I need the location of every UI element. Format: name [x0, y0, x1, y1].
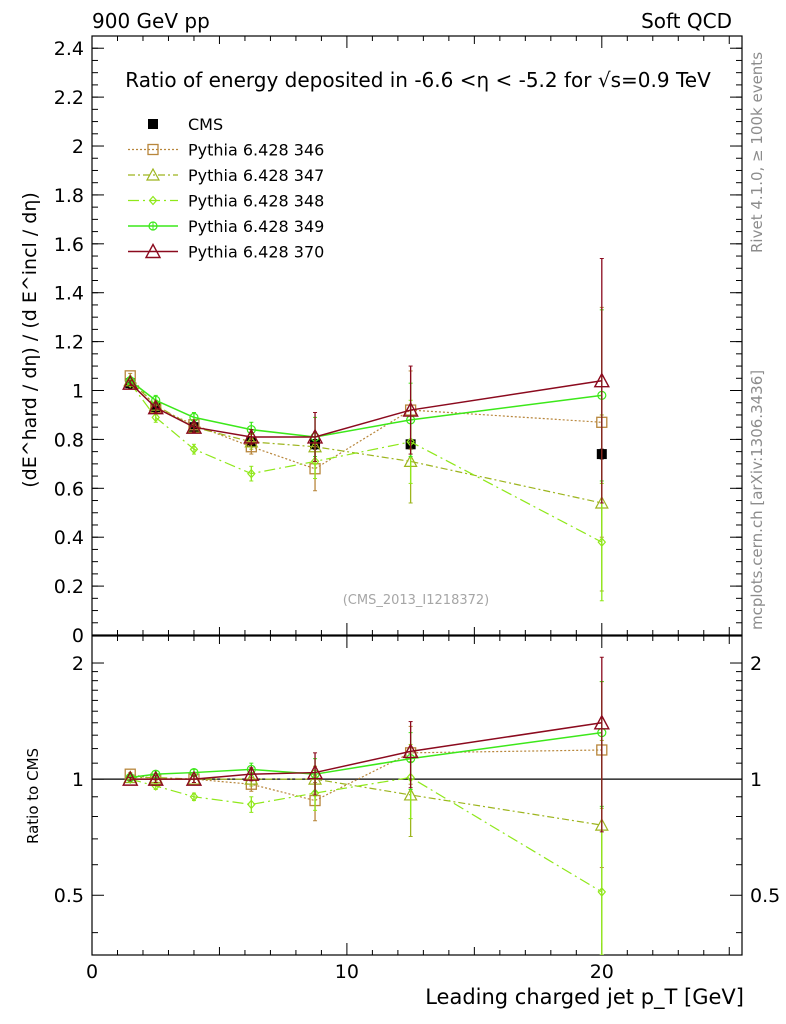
y-tick-label: 2.4 [54, 38, 84, 60]
y-tick-label: 2 [72, 136, 84, 158]
legend-label: Pythia 6.428 346 [188, 141, 324, 160]
data-point [593, 714, 610, 730]
y-tick-label: 0.5 [54, 885, 84, 907]
series-layer [122, 257, 610, 602]
series-p370 [122, 257, 610, 504]
legend: CMS Pythia 6.428 346 Pythia 6.428 347 Pythi… [128, 115, 324, 262]
y-tick-label-right: 0.5 [750, 885, 780, 907]
data-point [310, 456, 320, 467]
rivet-label: Rivet 4.1.0, ≥ 100k events [748, 52, 766, 253]
y-tick-label: 0.6 [54, 478, 84, 500]
series-p347 [123, 373, 609, 592]
legend-label: Pythia 6.428 370 [188, 243, 324, 262]
legend-item-p370: Pythia 6.428 370 [128, 243, 324, 262]
series-layer [122, 656, 610, 955]
x-tick-label: 10 [335, 961, 359, 983]
legend-label: Pythia 6.428 347 [188, 166, 324, 185]
series-p349 [125, 309, 607, 482]
y-tick-label: 1 [72, 769, 84, 791]
y-tick-label: 0 [72, 625, 84, 647]
legend-item-cms: CMS [148, 115, 223, 134]
series-line [130, 776, 603, 893]
y-tick-label-right: 2 [750, 653, 762, 675]
panel-frame [91, 635, 743, 956]
data-point [147, 770, 164, 786]
legend-item-p346: Pythia 6.428 346 [128, 141, 324, 160]
data-point [244, 434, 259, 448]
x-tick-label: 20 [590, 961, 614, 983]
series-line [130, 749, 602, 802]
data-point [597, 887, 607, 897]
legend-item-p347: Pythia 6.428 347 [128, 166, 324, 185]
data-point [244, 771, 259, 785]
legend-marker [147, 143, 159, 156]
data-point [122, 374, 139, 390]
y-tick-label: 1.4 [54, 283, 84, 305]
data-point [151, 412, 161, 423]
data-point [247, 799, 256, 810]
x-tick-label: 0 [86, 961, 98, 983]
mcplots-label: mcplots.cern.ch [arXiv:1306.3436] [748, 370, 766, 630]
series-p348 [125, 378, 607, 602]
watermark: (CMS_2013_I1218372) [343, 593, 490, 608]
y-tick-label: 0.8 [54, 429, 84, 451]
main-panel: 0 0.2 0.4 0.6 0.8 1 1.2 1.4 1.6 1.8 2 2.2 2.4 [54, 35, 743, 647]
data-point [185, 418, 203, 434]
data-point [247, 468, 256, 479]
y-tick-label: 0.4 [54, 527, 84, 549]
y-tick-label: 0.2 [54, 576, 84, 598]
data-point [189, 791, 199, 802]
series-p370 [122, 656, 610, 833]
y-tick-label-right: 1 [750, 769, 762, 791]
data-point [122, 770, 139, 786]
y-tick-label: 1.8 [54, 185, 84, 207]
data-point [402, 401, 419, 417]
data-point [306, 428, 324, 444]
x-axis-label: Leading charged jet p_T [GeV] [425, 985, 744, 1010]
data-point [189, 444, 199, 455]
ratio-panel: 0.5 0.51 12 20 10 20 [54, 635, 780, 983]
header-left: 900 GeV pp [92, 9, 210, 33]
legend-marker [148, 195, 158, 206]
data-point [593, 372, 610, 388]
data-point [147, 399, 164, 415]
legend-marker [148, 221, 158, 231]
data-point [243, 428, 260, 444]
series-line [129, 380, 602, 504]
legend-label: Pythia 6.428 348 [188, 192, 324, 211]
data-point [402, 742, 419, 759]
legend-marker [148, 119, 158, 129]
ratio-ylabel: Ratio to CMS [24, 748, 42, 844]
y-tick-label: 2 [72, 653, 84, 675]
data-point [310, 788, 320, 799]
main-ylabel: (dE^hard / dη) / (d E^incl / dη) [19, 192, 41, 488]
y-tick-label: 1.2 [54, 332, 84, 354]
header-right: Soft QCD [641, 9, 732, 33]
legend-marker [144, 243, 162, 259]
y-tick-label: 2.2 [54, 87, 84, 109]
legend-label: CMS [188, 115, 223, 134]
data-point [306, 764, 324, 780]
legend-item-p348: Pythia 6.428 348 [128, 192, 324, 211]
legend-item-p349: Pythia 6.428 349 [128, 217, 324, 236]
data-point [185, 770, 203, 786]
legend-label: Pythia 6.428 349 [188, 217, 324, 236]
data-point [243, 765, 260, 781]
main-title: Ratio of energy deposited in -6.6 <η < -… [125, 68, 711, 92]
panel-frame [91, 35, 743, 636]
y-tick-label: 1.6 [54, 234, 84, 256]
legend-marker [145, 167, 161, 181]
y-tick-label: 1 [72, 381, 84, 403]
series-line [130, 731, 602, 779]
series-line [129, 382, 603, 543]
data-point [597, 537, 607, 548]
series-line [130, 722, 602, 780]
